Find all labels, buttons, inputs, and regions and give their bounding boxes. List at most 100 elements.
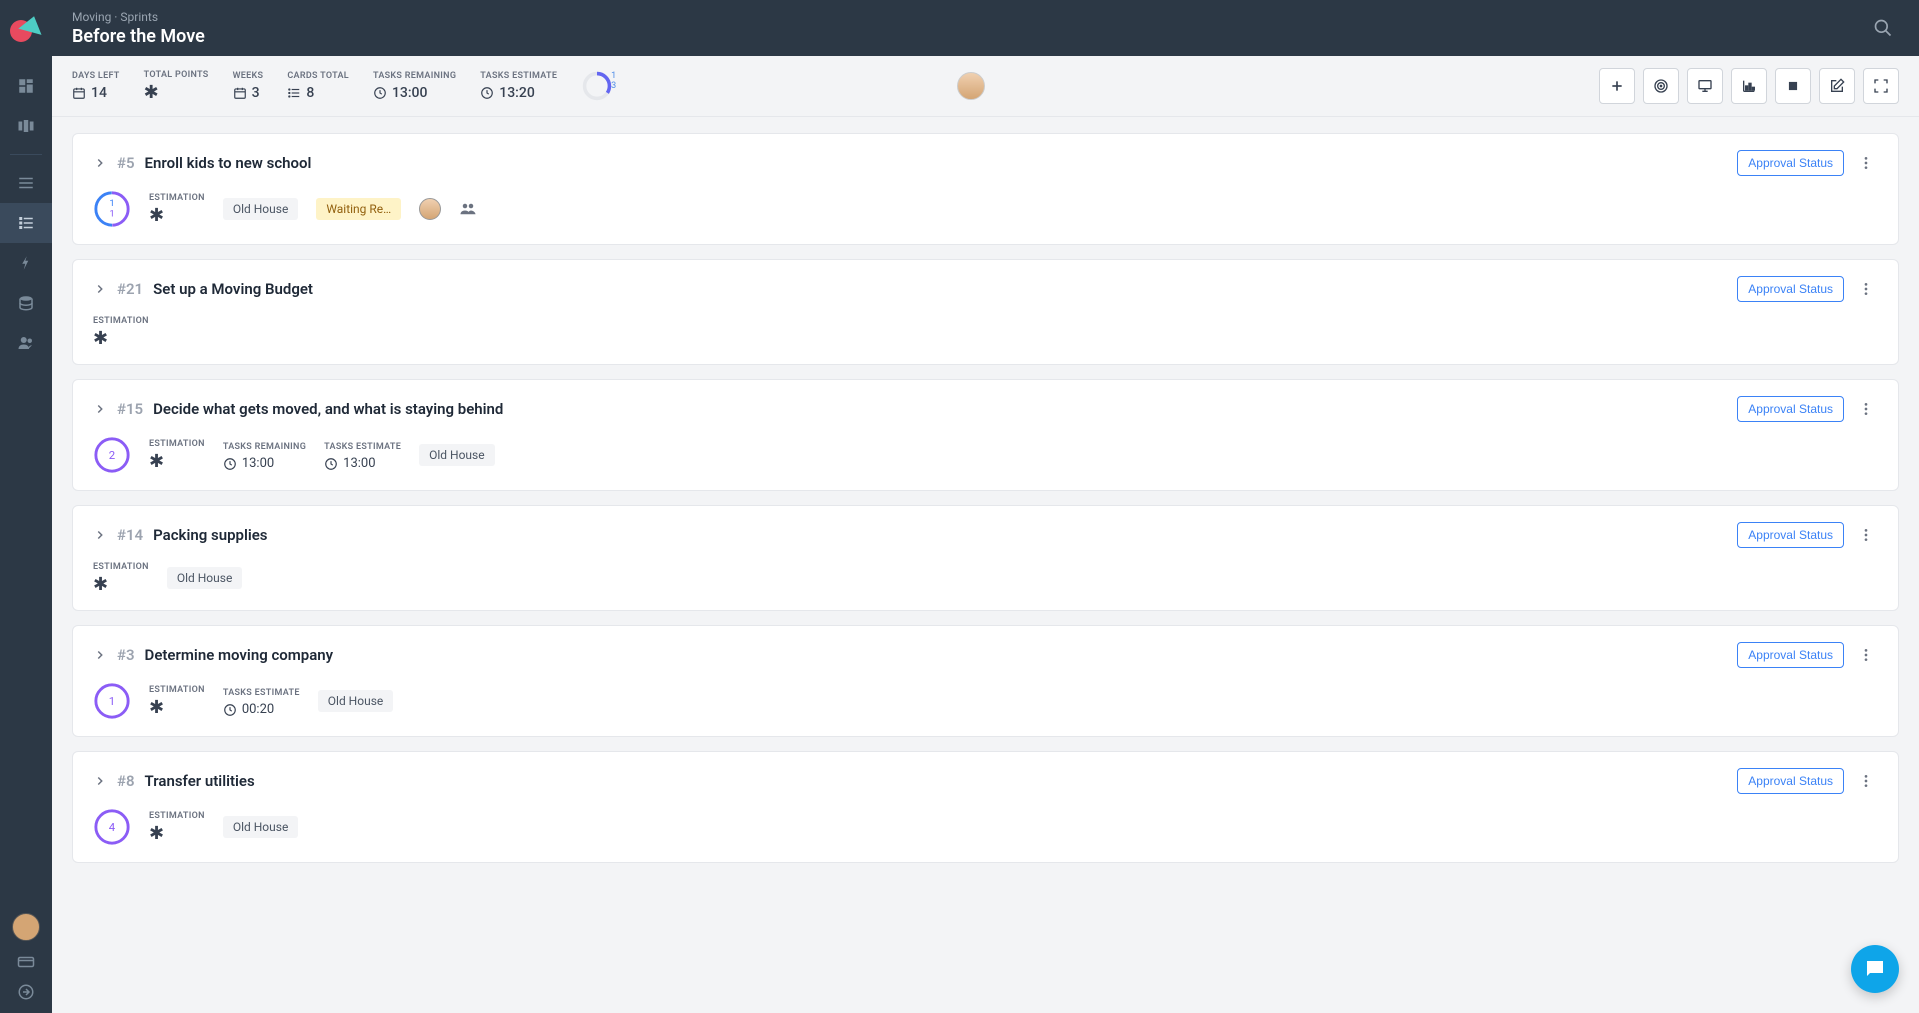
more-menu-icon[interactable]	[1854, 151, 1878, 175]
svg-text:2: 2	[109, 448, 115, 462]
card-id: #3	[117, 646, 135, 664]
asterisk-icon: ✱	[149, 207, 164, 225]
task-card[interactable]: #5 Enroll kids to new school Approval Stat…	[72, 133, 1899, 245]
more-menu-icon[interactable]	[1854, 523, 1878, 547]
stop-button[interactable]	[1775, 68, 1811, 104]
card-title: Determine moving company	[145, 646, 334, 664]
group-icon[interactable]	[459, 200, 477, 218]
approval-status-button[interactable]: Approval Status	[1737, 276, 1844, 302]
stat-cards-total: CARDS TOTAL 8	[287, 71, 349, 101]
clock-icon	[324, 457, 338, 471]
task-card[interactable]: #8 Transfer utilities Approval Status 4 ESTI…	[72, 751, 1899, 863]
svg-text:1: 1	[109, 198, 114, 209]
card-title: Enroll kids to new school	[145, 154, 312, 172]
svg-text:1: 1	[109, 209, 114, 220]
tag[interactable]: Old House	[419, 444, 495, 466]
approval-status-button[interactable]: Approval Status	[1737, 522, 1844, 548]
card-title: Set up a Moving Budget	[153, 280, 313, 298]
user-avatar[interactable]	[12, 913, 40, 941]
stat-days-left: DAYS LEFT 14	[72, 71, 120, 101]
target-button[interactable]	[1643, 68, 1679, 104]
nav-list1[interactable]	[0, 163, 52, 203]
chat-bubble[interactable]	[1851, 945, 1899, 993]
approval-status-button[interactable]: Approval Status	[1737, 768, 1844, 794]
tag[interactable]: Old House	[223, 816, 299, 838]
more-menu-icon[interactable]	[1854, 277, 1878, 301]
stat-weeks: WEEKS 3	[233, 71, 264, 101]
expand-chevron-icon[interactable]	[93, 282, 107, 296]
progress-ring: 4	[93, 808, 131, 846]
nav-dashboard[interactable]	[0, 66, 52, 106]
add-button[interactable]	[1599, 68, 1635, 104]
card-id: #15	[117, 400, 143, 418]
meta-estimation: ESTIMATION✱	[93, 316, 149, 348]
app-logo[interactable]	[8, 12, 44, 48]
expand-chevron-icon[interactable]	[93, 402, 107, 416]
clock-icon	[223, 457, 237, 471]
expand-chevron-icon[interactable]	[93, 156, 107, 170]
expand-chevron-icon[interactable]	[93, 648, 107, 662]
nav-list2[interactable]	[0, 203, 52, 243]
meta-estimation: ESTIMATION✱	[149, 193, 205, 225]
search-button[interactable]	[1867, 12, 1899, 44]
clock-icon	[480, 86, 494, 100]
approval-status-button[interactable]: Approval Status	[1737, 396, 1844, 422]
stat-tasks-remaining: TASKS REMAINING 13:00	[373, 71, 456, 101]
asterisk-icon: ✱	[144, 84, 159, 102]
task-card[interactable]: #15 Decide what gets moved, and what is s…	[72, 379, 1899, 491]
asterisk-icon: ✱	[149, 699, 164, 717]
stat-total-points: TOTAL POINTS ✱	[144, 70, 209, 102]
edit-button[interactable]	[1819, 68, 1855, 104]
asterisk-icon: ✱	[93, 330, 108, 348]
meta-tasks_estimate: TASKS ESTIMATE00:20	[223, 688, 300, 717]
more-menu-icon[interactable]	[1854, 643, 1878, 667]
chart-button[interactable]	[1731, 68, 1767, 104]
more-menu-icon[interactable]	[1854, 397, 1878, 421]
nav-data[interactable]	[0, 283, 52, 323]
nav-sprint[interactable]	[0, 243, 52, 283]
svg-text:1: 1	[109, 694, 115, 708]
nav-logout[interactable]	[0, 983, 52, 1001]
card-id: #14	[117, 526, 143, 544]
list-icon	[287, 86, 301, 100]
card-title: Transfer utilities	[145, 772, 255, 790]
tag[interactable]: Waiting Re…	[316, 198, 401, 220]
meta-tasks_remaining: TASKS REMAINING13:00	[223, 442, 306, 471]
fullscreen-button[interactable]	[1863, 68, 1899, 104]
card-id: #8	[117, 772, 135, 790]
assignee-avatar[interactable]	[419, 198, 441, 220]
expand-chevron-icon[interactable]	[93, 528, 107, 542]
present-button[interactable]	[1687, 68, 1723, 104]
expand-chevron-icon[interactable]	[93, 774, 107, 788]
progress-ring: 2	[93, 436, 131, 474]
clock-icon	[373, 86, 387, 100]
tag[interactable]: Old House	[318, 690, 394, 712]
meta-estimation: ESTIMATION✱	[93, 562, 149, 594]
stats-bar: DAYS LEFT 14 TOTAL POINTS ✱ WEEKS 3	[52, 56, 1919, 117]
tag[interactable]: Old House	[167, 567, 243, 589]
breadcrumb[interactable]: Moving · Sprints	[72, 10, 205, 24]
card-id: #5	[117, 154, 135, 172]
asterisk-icon: ✱	[149, 825, 164, 843]
approval-status-button[interactable]: Approval Status	[1737, 150, 1844, 176]
card-list: #5 Enroll kids to new school Approval Stat…	[52, 117, 1919, 1013]
nav-users[interactable]	[0, 323, 52, 363]
assignee-avatar[interactable]	[957, 72, 985, 100]
approval-status-button[interactable]: Approval Status	[1737, 642, 1844, 668]
tag[interactable]: Old House	[223, 198, 299, 220]
task-card[interactable]: #3 Determine moving company Approval Statu…	[72, 625, 1899, 737]
progress-ring-summary: 13	[581, 70, 613, 102]
asterisk-icon: ✱	[93, 576, 108, 594]
task-card[interactable]: #14Packing suppliesApproval StatusESTIMA…	[72, 505, 1899, 611]
clock-icon	[223, 703, 237, 717]
task-card[interactable]: #21Set up a Moving BudgetApproval Status…	[72, 259, 1899, 365]
meta-estimation: ESTIMATION✱	[149, 811, 205, 843]
card-title: Decide what gets moved, and what is stay…	[153, 400, 503, 418]
meta-estimation: ESTIMATION✱	[149, 439, 205, 471]
left-sidebar	[0, 0, 52, 1013]
nav-billing[interactable]	[0, 953, 52, 971]
meta-tasks_estimate: TASKS ESTIMATE13:00	[324, 442, 401, 471]
stat-tasks-estimate: TASKS ESTIMATE 13:20	[480, 71, 557, 101]
nav-boards[interactable]	[0, 106, 52, 146]
more-menu-icon[interactable]	[1854, 769, 1878, 793]
